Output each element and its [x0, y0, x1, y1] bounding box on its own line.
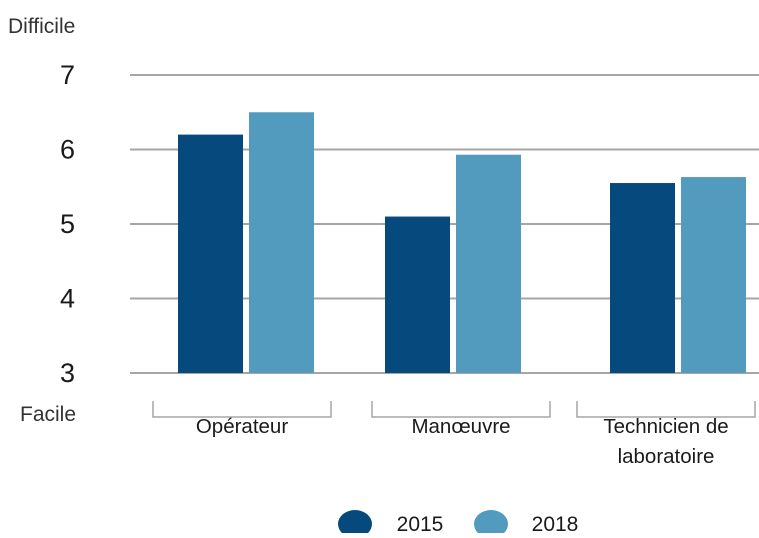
legend-marker-2015 — [338, 510, 372, 538]
legend: 2015 2018 — [338, 510, 579, 538]
bar-2015-2 — [385, 216, 450, 373]
legend-label: 2015 — [397, 513, 444, 533]
y-tick-label: 4 — [60, 284, 75, 314]
category-bracket — [371, 401, 551, 418]
x-axis-categories: Opérateur Manœuvre Technicien de laboratoir… — [152, 401, 756, 468]
bar-2018-3 — [681, 177, 746, 373]
category-label: Opérateur — [196, 415, 288, 438]
y-axis-top-label: Difficile — [8, 15, 75, 38]
bar-2018-1 — [249, 112, 314, 373]
category-label: laboratoire — [618, 445, 715, 468]
y-axis-bottom-label: Facile — [20, 403, 76, 426]
legend-marker-2018 — [474, 510, 508, 538]
y-tick-label: 3 — [60, 358, 75, 388]
y-tick-label: 7 — [60, 60, 75, 90]
category-bracket — [152, 401, 332, 418]
bar-2015-3 — [610, 183, 675, 373]
bar-2018-2 — [456, 154, 521, 373]
category-label: Technicien de — [603, 415, 728, 438]
bar-2015-1 — [178, 134, 243, 373]
category-bracket — [576, 401, 756, 418]
y-axis-tick-labels: 3 4 5 6 7 — [60, 60, 75, 388]
legend-label: 2018 — [532, 513, 579, 533]
category-label: Manœuvre — [411, 415, 510, 438]
y-tick-label: 5 — [60, 209, 75, 239]
bars — [178, 112, 746, 373]
y-tick-label: 6 — [60, 135, 75, 165]
